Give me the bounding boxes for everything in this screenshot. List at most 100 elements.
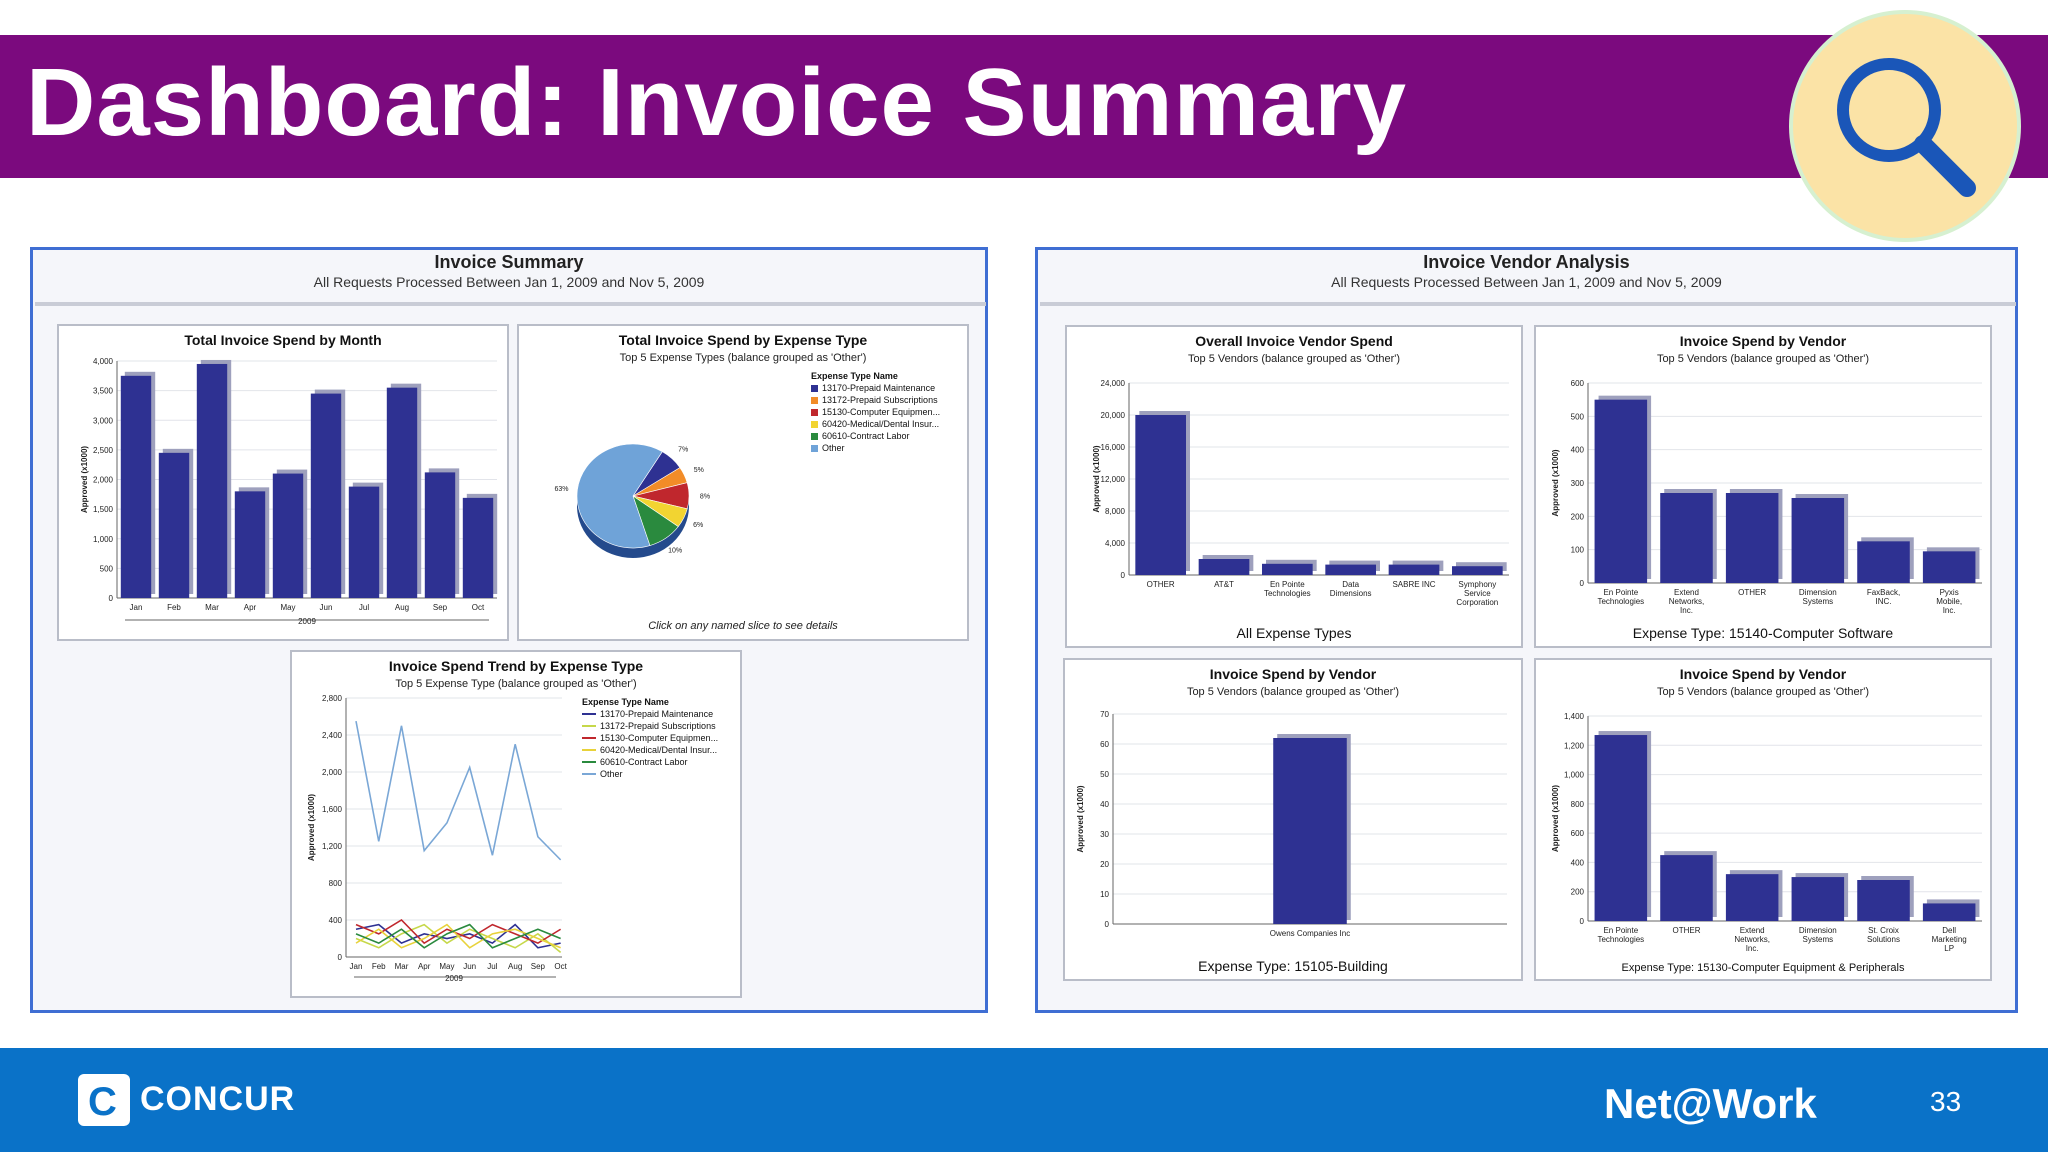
- overall-vendor-spend-chart[interactable]: Overall Invoice Vendor Spend Top 5 Vendo…: [1065, 325, 1523, 648]
- legend-swatch: [582, 737, 596, 739]
- report-subtitle: All Requests Processed Between Jan 1, 20…: [1331, 274, 1722, 290]
- expense-type-pie-chart[interactable]: Total Invoice Spend by Expense Type Top …: [517, 324, 969, 641]
- y-tick-label: 24,000: [1101, 379, 1126, 388]
- invoice-summary-panel: Invoice Summary All Requests Processed B…: [30, 247, 988, 1013]
- x-tick-label: Feb: [167, 603, 181, 612]
- x-tick-label: Inc.: [1746, 944, 1759, 953]
- y-tick-label: 800: [329, 879, 343, 888]
- chart-subtitle: Top 5 Vendors (balance grouped as 'Other…: [1187, 353, 1401, 365]
- y-tick-label: 30: [1100, 830, 1109, 839]
- x-tick-label: OTHER: [1738, 588, 1766, 597]
- y-tick-label: 0: [338, 953, 343, 962]
- trend-series-line: [355, 720, 562, 861]
- y-tick-label: 200: [1571, 888, 1585, 897]
- chart-footer: Expense Type: 15140-Computer Software: [1632, 625, 1894, 641]
- x-tick-label: Systems: [1802, 597, 1833, 606]
- chart-footer: Expense Type: 15105-Building: [1198, 958, 1388, 974]
- y-tick-label: 12,000: [1101, 475, 1126, 484]
- legend-item: Other: [582, 768, 718, 780]
- bar: [1660, 855, 1713, 921]
- netatwork-logo: Net@Work: [1604, 1080, 1817, 1127]
- x-tick-label: AT&T: [1214, 580, 1234, 589]
- y-tick-label: 2,000: [322, 768, 343, 777]
- chart-footer: All Expense Types: [1236, 625, 1352, 641]
- x-tick-label: Dell: [1942, 926, 1956, 935]
- y-tick-label: 400: [1571, 858, 1585, 867]
- legend-swatch: [582, 773, 596, 775]
- legend-item: 60610-Contract Labor: [582, 756, 718, 768]
- x-tick-label: Oct: [554, 962, 567, 971]
- legend-item: 60420-Medical/Dental Insur...: [582, 744, 718, 756]
- y-tick-label: 500: [100, 564, 114, 573]
- concur-c-letter: C: [88, 1080, 117, 1124]
- legend-item: 13170-Prepaid Maintenance: [811, 382, 940, 394]
- legend-swatch: [582, 749, 596, 751]
- bar: [1922, 551, 1976, 583]
- bar: [120, 375, 152, 598]
- x-tick-label: OTHER: [1147, 580, 1175, 589]
- x-tick-label: Jan: [350, 962, 363, 971]
- chart-title: Invoice Spend by Vendor: [1679, 333, 1847, 349]
- chart-footer: Expense Type: 15130-Computer Equipment &…: [1621, 962, 1905, 974]
- legend-item: 15130-Computer Equipmen...: [582, 732, 718, 744]
- y-tick-label: 600: [1571, 379, 1585, 388]
- spend-trend-chart[interactable]: Invoice Spend Trend by Expense Type Top …: [290, 650, 742, 998]
- bar: [272, 473, 304, 598]
- legend-label: 15130-Computer Equipmen...: [822, 407, 941, 417]
- y-tick-label: 0: [1580, 917, 1585, 926]
- legend-swatch: [811, 408, 818, 416]
- y-tick-label: 8,000: [1105, 507, 1126, 516]
- legend-label: 60420-Medical/Dental Insur...: [600, 745, 718, 755]
- bar: [348, 486, 380, 598]
- legend-item: 15130-Computer Equipmen...: [811, 406, 940, 418]
- bar: [1135, 415, 1186, 575]
- chart-title: Overall Invoice Vendor Spend: [1195, 333, 1393, 349]
- pie-slice-label: 7%: [678, 447, 688, 454]
- x-tick-label: Sep: [433, 603, 448, 612]
- software-vendor-spend-chart[interactable]: Invoice Spend by Vendor Top 5 Vendors (b…: [1534, 325, 1992, 648]
- x-tick-label: Networks,: [1669, 597, 1705, 606]
- legend-label: 60610-Contract Labor: [600, 757, 688, 767]
- chart-subtitle: Top 5 Expense Types (balance grouped as …: [619, 352, 867, 364]
- x-tick-label: Feb: [372, 962, 386, 971]
- x-tick-label: FaxBack,: [1867, 588, 1900, 597]
- trend-series-line: [355, 923, 561, 949]
- equipment-vendor-spend-chart[interactable]: Invoice Spend by Vendor Top 5 Vendors (b…: [1534, 658, 1992, 981]
- search-icon-badge: [1789, 10, 2021, 242]
- y-tick-label: 100: [1571, 546, 1585, 555]
- footer-bar: [0, 1048, 2048, 1152]
- x-tick-label: En Pointe: [1603, 588, 1638, 597]
- legend-swatch: [811, 432, 818, 440]
- y-tick-label: 1,500: [93, 505, 114, 514]
- pie-slice-label: 10%: [668, 548, 682, 555]
- legend-swatch: [582, 725, 596, 727]
- pie-slice-label: 6%: [693, 522, 703, 529]
- pie-legend: Expense Type Name 13170-Prepaid Maintena…: [811, 370, 940, 454]
- x-tick-label: Mar: [395, 962, 409, 971]
- x-tick-label: Jan: [130, 603, 143, 612]
- x-tick-label: Technologies: [1597, 935, 1644, 944]
- x-tick-label: Mar: [205, 603, 219, 612]
- monthly-spend-chart[interactable]: Total Invoice Spend by Month 0 500 1,000 1,…: [57, 324, 509, 641]
- bar: [1452, 566, 1503, 575]
- legend-label: 60610-Contract Labor: [822, 431, 910, 441]
- bar: [1857, 880, 1910, 921]
- y-tick-label: 400: [329, 916, 343, 925]
- page-number: 33: [1930, 1086, 1962, 1117]
- legend-title: Expense Type Name: [582, 697, 669, 707]
- y-tick-label: 20,000: [1101, 411, 1126, 420]
- vendor-software-svg: 0 100 200 300 400 500 600 Approved (x1000) En Po…: [1551, 379, 1982, 615]
- slide-title: Dashboard: Invoice Summary: [26, 49, 1408, 156]
- y-axis-label: Approved (x1000): [1092, 445, 1101, 512]
- x-tick-label: En Pointe: [1270, 580, 1305, 589]
- x-tick-label: Inc.: [1943, 606, 1956, 615]
- pie-slice-label: 5%: [694, 467, 704, 474]
- x-tick-label: Technologies: [1597, 597, 1644, 606]
- chart-title: Total Invoice Spend by Month: [184, 332, 382, 348]
- x-tick-label: Data: [1342, 580, 1359, 589]
- x-tick-label: May: [439, 962, 454, 971]
- y-tick-label: 2,400: [322, 731, 343, 740]
- x-tick-label: Inc.: [1680, 606, 1693, 615]
- chart-subtitle: Top 5 Expense Type (balance grouped as '…: [395, 678, 637, 690]
- building-vendor-spend-chart[interactable]: Invoice Spend by Vendor Top 5 Vendors (b…: [1063, 658, 1523, 981]
